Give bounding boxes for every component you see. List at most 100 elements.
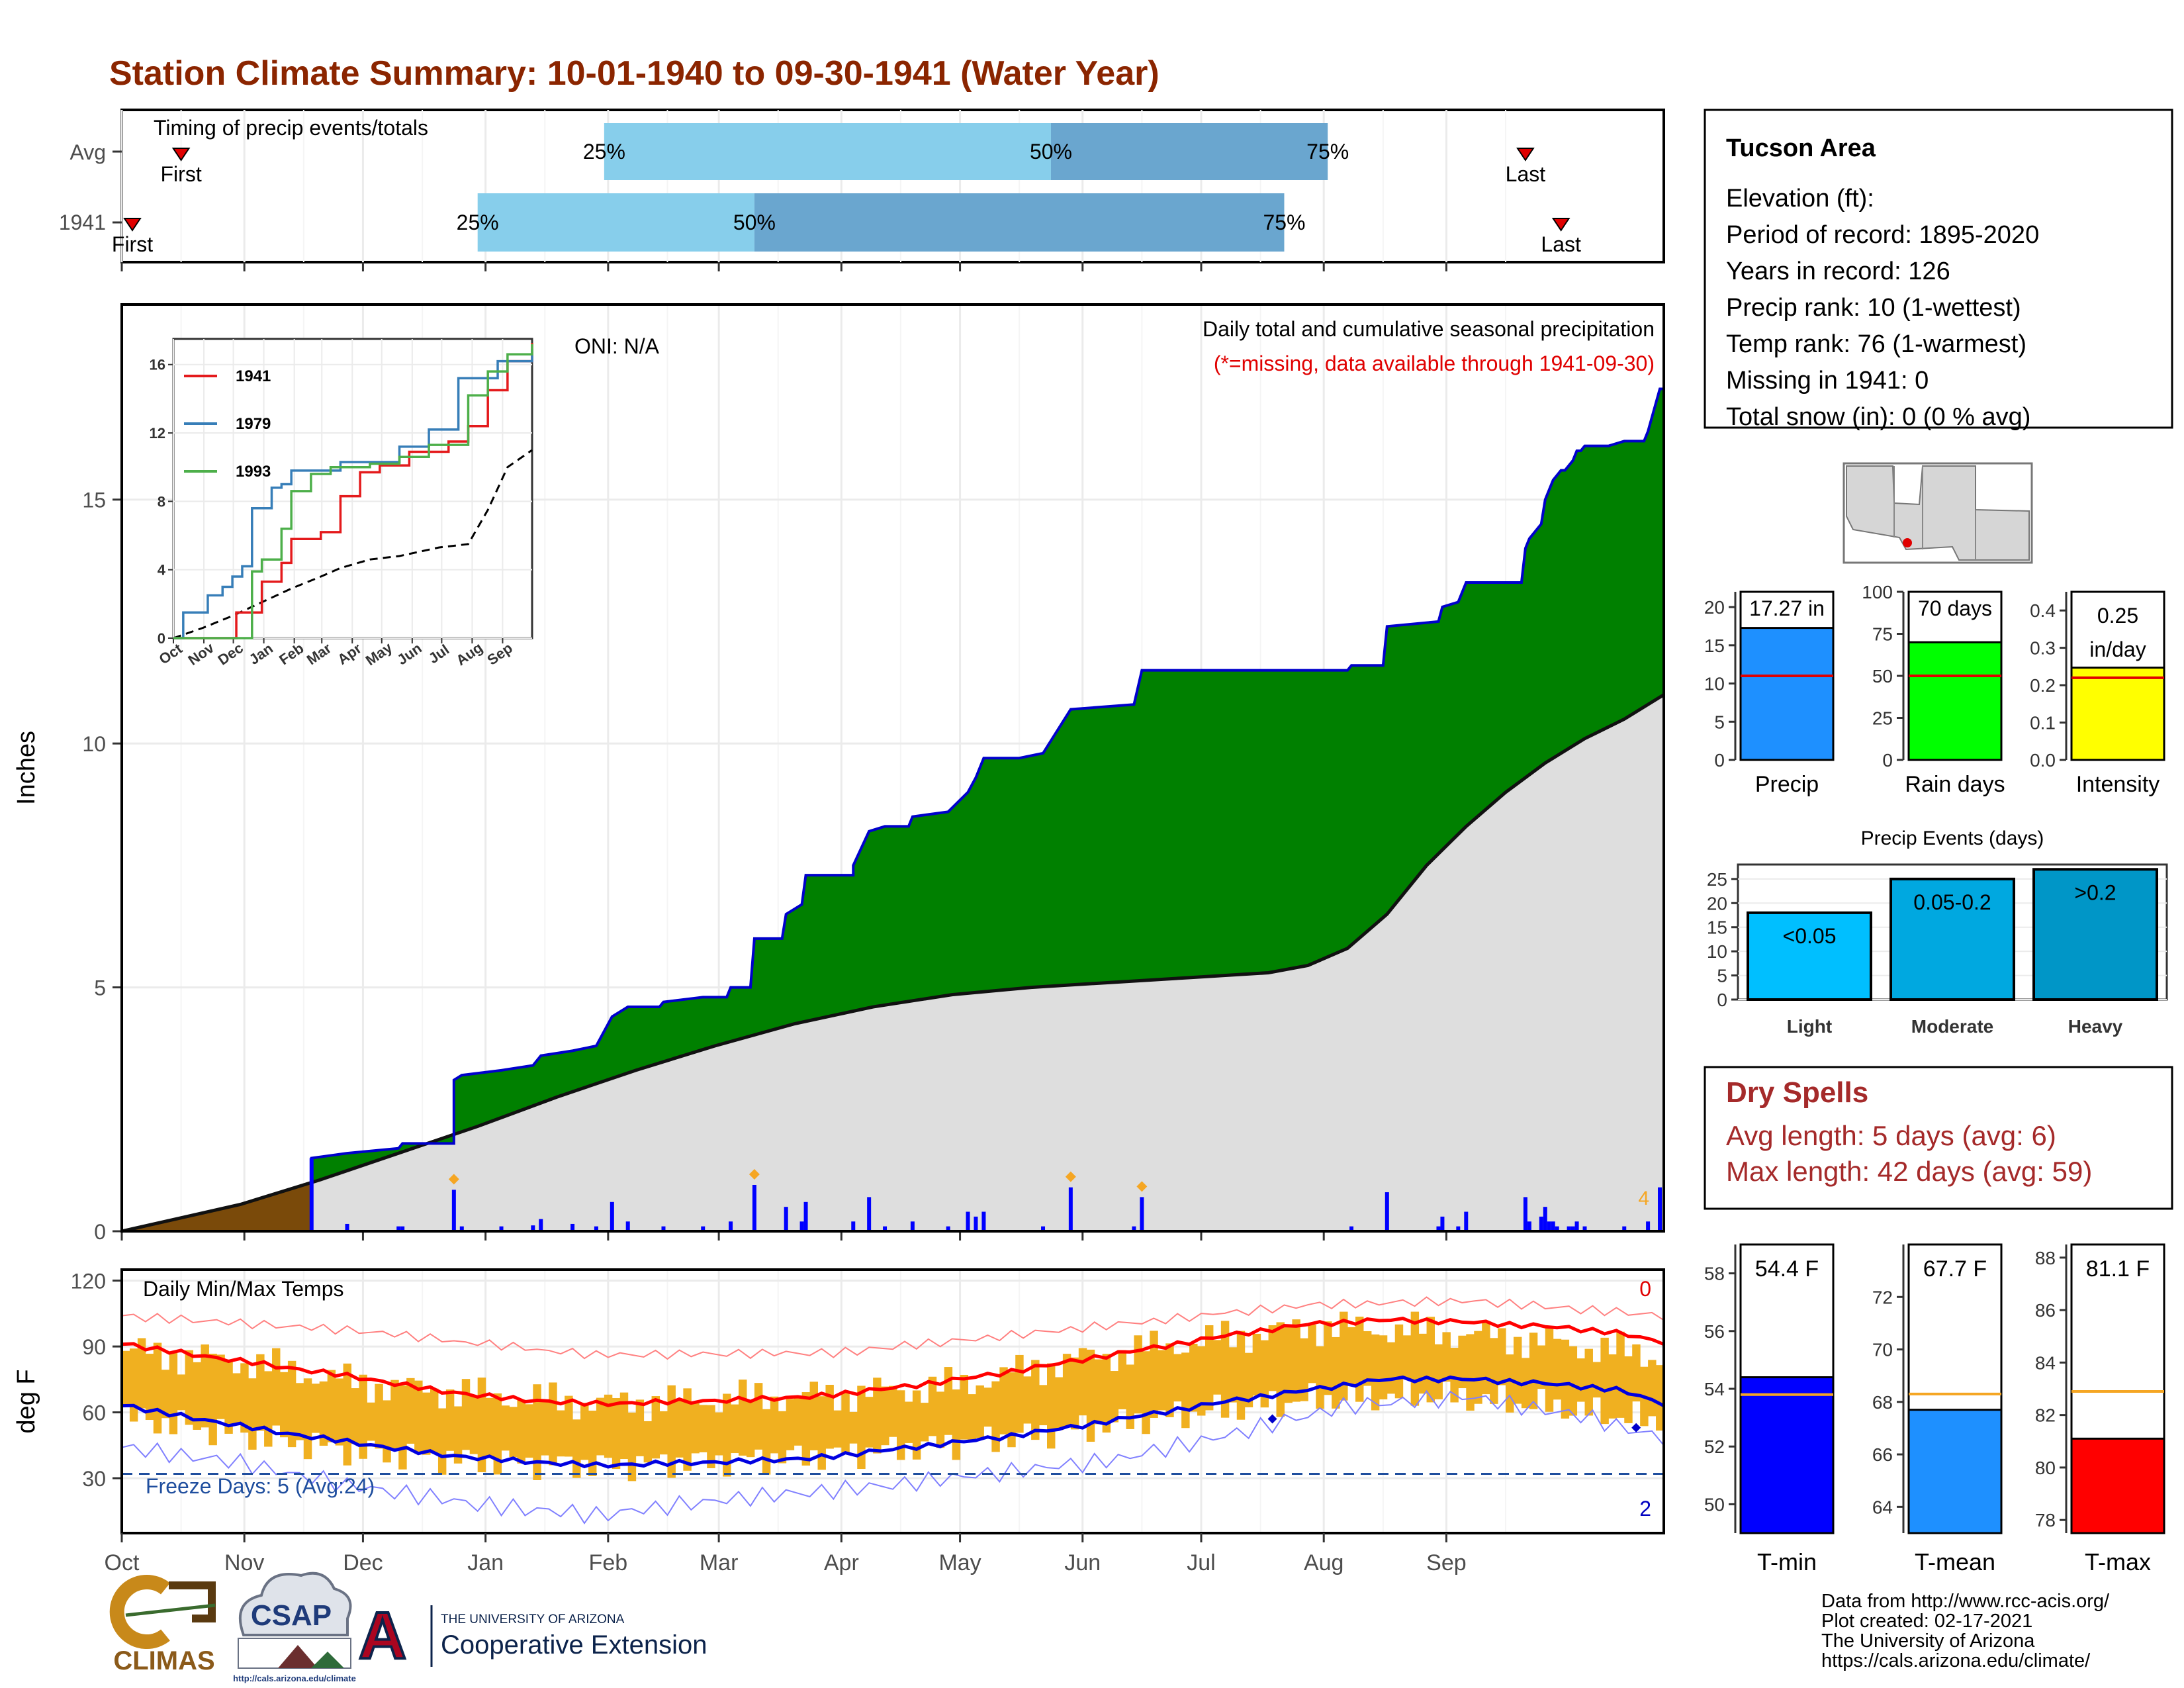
daily-temp-range-bar [1284, 1325, 1293, 1403]
summary-ytick-label: 80 [2035, 1458, 2056, 1478]
daily-temp-range-bar [627, 1412, 637, 1481]
daily-precip-bar [867, 1197, 872, 1231]
daily-precip-bar [661, 1226, 666, 1231]
daily-temp-range-bar [1086, 1349, 1095, 1442]
daily-temp-range-bar [643, 1421, 653, 1463]
daily-precip-bar [1547, 1221, 1551, 1231]
month-label: Mar [700, 1550, 739, 1575]
daily-temp-range-bar [185, 1350, 194, 1425]
dry-spells-avg: Avg length: 5 days (avg: 6) [1726, 1120, 2056, 1151]
daily-temp-range-bar [1569, 1346, 1578, 1416]
timing-first-label: First [112, 232, 153, 256]
daily-temp-range-bar [398, 1385, 407, 1470]
average-max-line [121, 1317, 1664, 1407]
daily-temp-range-bar [414, 1380, 423, 1454]
daily-temp-range-bar [445, 1389, 455, 1451]
daily-temp-range-bar [1592, 1362, 1601, 1398]
daily-precip-bar [1574, 1221, 1579, 1231]
cumulative-above-normal-area [122, 389, 1664, 1232]
daily-temp-range-bar [1268, 1325, 1277, 1391]
station-info-line: Missing in 1941: 0 [1726, 367, 1929, 395]
daily-temp-range-bar [1482, 1322, 1490, 1395]
daily-precip-bar [610, 1201, 614, 1231]
summary-ytick-label: 0 [1882, 750, 1893, 771]
footer-line-4: https://cals.arizona.edu/climate/ [1821, 1650, 2091, 1671]
daily-temp-range-bar [707, 1405, 715, 1468]
summary-value-label: 70 days [1918, 596, 1992, 620]
daily-temp-range-bar [311, 1383, 320, 1433]
events-bar-label: >0.2 [2074, 880, 2116, 904]
daily-temp-range-bar [778, 1411, 787, 1464]
csap-logo: CSAP http://cals.arizona.edu/climate [233, 1571, 356, 1683]
daily-temp-range-bar [1039, 1385, 1048, 1426]
summary-ytick-label: 72 [1872, 1287, 1893, 1307]
daily-precip-bar [309, 1158, 314, 1231]
temp-ytick-label: 60 [82, 1401, 106, 1425]
daily-temp-range-bar [335, 1378, 344, 1446]
inset-ytick-label: 12 [150, 425, 165, 442]
timing-panel: 25% 50% 75% First Last 25% 50% 75% First Last Tim… [59, 109, 1665, 271]
summary-ytick-label: 25 [1872, 708, 1893, 729]
daily-temp-range-bar [287, 1360, 296, 1448]
daily-temp-range-bar [517, 1399, 525, 1464]
daily-temp-range-bar [683, 1388, 692, 1471]
precip-annotation-title: Daily total and cumulative seasonal prec… [1203, 317, 1655, 341]
cooperative-extension-text: Cooperative Extension [441, 1630, 707, 1660]
summary-ytick-label: 56 [1704, 1321, 1725, 1342]
precip-ytick-label: 5 [94, 976, 106, 1000]
precip-panel: 0 5 10 15 Inches Daily total and cumulative… [13, 303, 1665, 1244]
daily-temp-range-bar [596, 1397, 605, 1456]
daily-temp-range-bar [762, 1409, 771, 1475]
timing-p50-label: 50% [1030, 140, 1072, 164]
inset-series-line [173, 349, 533, 639]
daily-temp-range-bar [541, 1400, 549, 1456]
events-ytick-label: 0 [1717, 990, 1727, 1010]
daily-temp-range-bar [264, 1371, 273, 1447]
daily-temp-range-bar [327, 1370, 336, 1442]
daily-temp-range-bar [1126, 1364, 1134, 1429]
daily-temp-range-bar [928, 1376, 937, 1436]
summary-ytick-label: 84 [2035, 1352, 2056, 1373]
daily-temp-range-bar [833, 1410, 842, 1448]
daily-temp-range-bar [1387, 1342, 1396, 1394]
daily-temp-range-bar [896, 1390, 905, 1460]
daily-temp-range-bar [137, 1338, 146, 1409]
locator-map [1843, 462, 2033, 564]
daily-temp-range-bar [691, 1401, 700, 1454]
summary-ytick-label: 0.4 [2030, 600, 2056, 621]
daily-temp-range-bar [809, 1382, 818, 1450]
month-label: Feb [589, 1550, 628, 1575]
daily-precip-bar [1539, 1216, 1543, 1231]
timing-title: Timing of precip events/totals [154, 116, 428, 140]
daily-precip-bar [451, 1190, 456, 1231]
precip-annotation-missing: (*=missing, data available through 1941-… [1214, 352, 1655, 375]
daily-temp-range-bar [904, 1401, 913, 1443]
daily-precip-bar [459, 1226, 464, 1231]
precip-ytick-label: 10 [82, 732, 106, 756]
daily-temp-range-bar [1450, 1348, 1459, 1403]
daily-precip-bar [946, 1226, 950, 1231]
daily-temp-range-bar [1142, 1351, 1150, 1434]
university-of-arizona-logo: A THE UNIVERSITY OF ARIZONA Cooperative … [357, 1597, 707, 1674]
daily-temp-range-bar [216, 1354, 225, 1419]
temp-ytick-label: 120 [71, 1270, 106, 1293]
temp-panel: 30 60 90 120 deg F Daily Min/Max Temps Free… [13, 1268, 1665, 1575]
daily-temp-range-bar [770, 1396, 779, 1454]
daily-temp-range-bar [1110, 1371, 1119, 1423]
footer-line-2: Plot created: 02-17-2021 [1821, 1611, 2032, 1632]
daily-temp-range-bar [849, 1411, 858, 1444]
events-category-label: Moderate [1911, 1016, 1993, 1037]
daily-temp-range-bar [731, 1404, 739, 1454]
summary-value-label: 0.25 [2097, 604, 2138, 628]
inset-ytick-label: 4 [158, 562, 166, 579]
daily-temp-range-bar [1529, 1333, 1538, 1409]
daily-temp-range-bar [1236, 1331, 1246, 1420]
daily-precip-bar [803, 1201, 808, 1231]
climas-logo: CLIMAS [109, 1575, 216, 1675]
daily-temp-range-bar [240, 1363, 249, 1433]
daily-temp-range-bar [477, 1378, 486, 1472]
daily-precip-bar [1582, 1226, 1587, 1231]
daily-temp-range-bar [1047, 1363, 1056, 1449]
daily-temp-range-bar [612, 1397, 621, 1470]
daily-temp-range-bar [1078, 1348, 1087, 1416]
